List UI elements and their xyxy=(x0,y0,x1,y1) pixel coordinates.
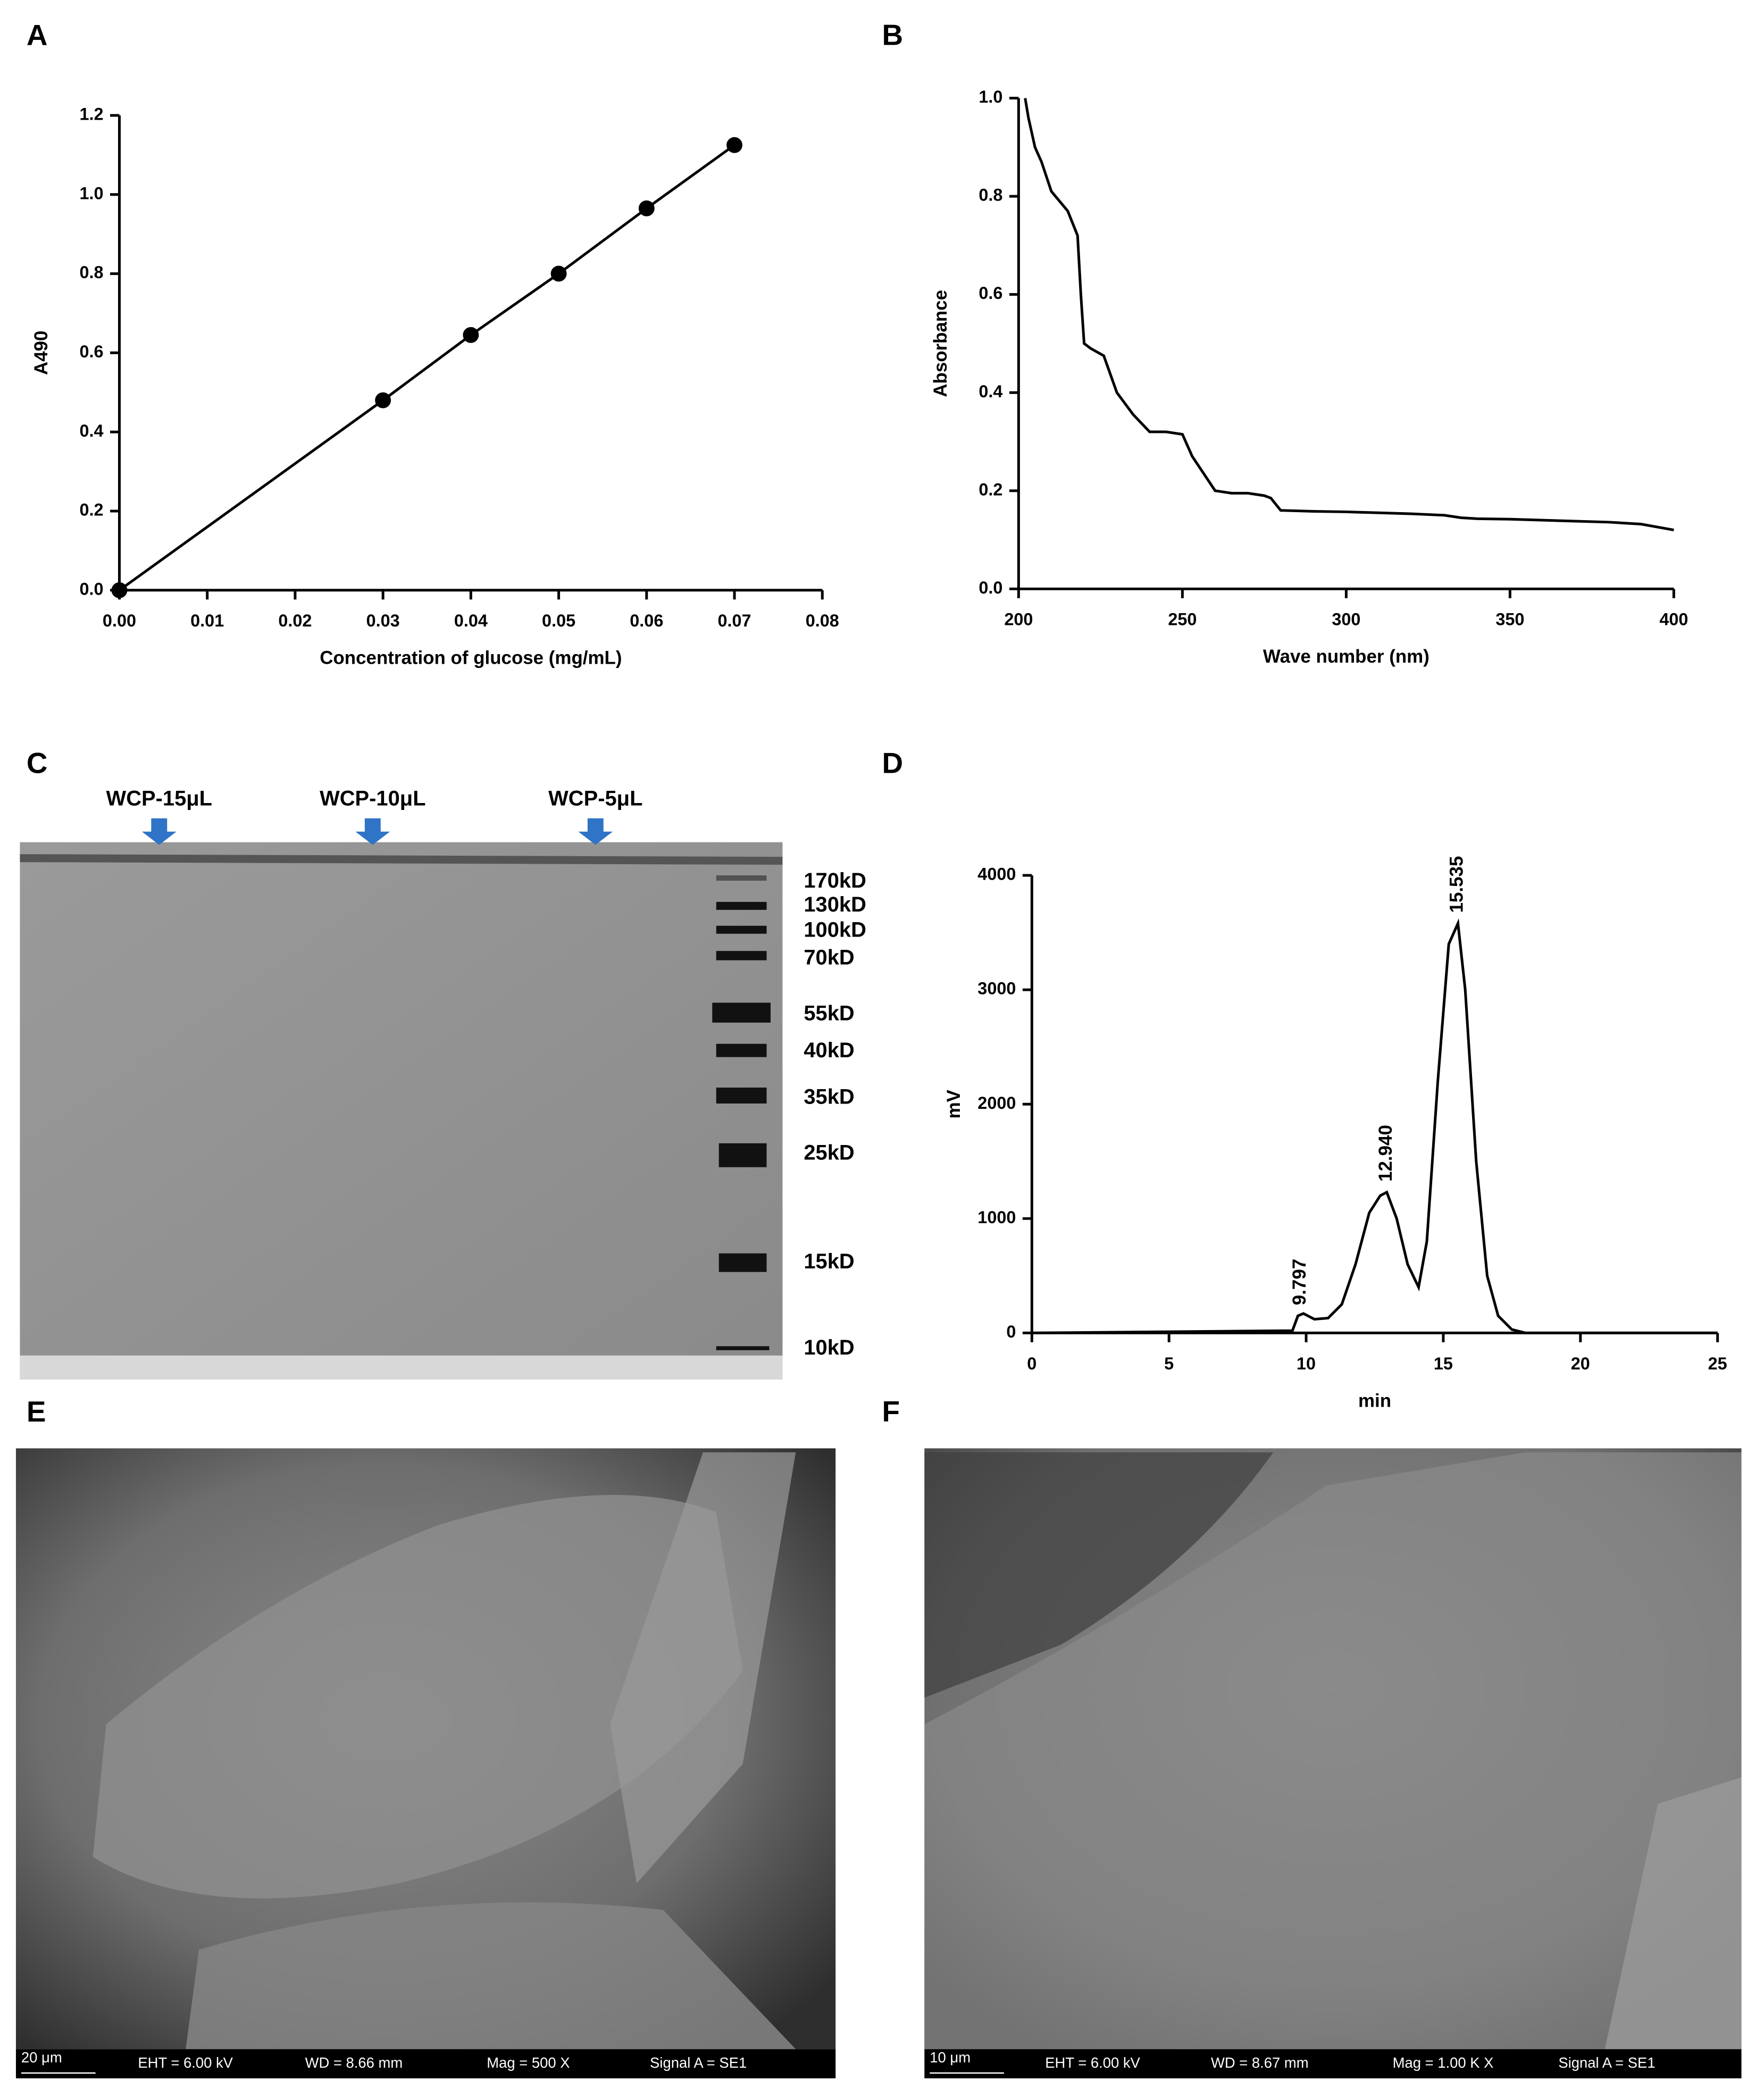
y-tick-label: 3000 xyxy=(977,979,1016,998)
panel-label: B xyxy=(882,18,904,51)
x-tick-label: 0.07 xyxy=(718,611,751,630)
sem-info: WD = 8.67 mm xyxy=(1211,2054,1309,2071)
y-axis-label: A490 xyxy=(31,331,52,375)
sem-info: Signal A = SE1 xyxy=(650,2054,747,2071)
data-point xyxy=(638,200,655,216)
data-point xyxy=(375,392,391,408)
marker-label: 35kD xyxy=(804,1085,854,1109)
scale-bar-label: 10 μm xyxy=(930,2049,971,2066)
panel-label: E xyxy=(27,1395,46,1428)
panel-label: A xyxy=(27,18,48,51)
marker-label: 70kD xyxy=(804,946,854,970)
x-axis-label: min xyxy=(1358,1390,1391,1411)
y-tick-label: 0.8 xyxy=(979,186,1002,205)
data-point xyxy=(111,582,128,598)
x-tick-label: 10 xyxy=(1297,1354,1316,1373)
y-tick-label: 0.0 xyxy=(979,578,1002,597)
y-tick-label: 0.6 xyxy=(79,342,103,361)
panel-label: C xyxy=(27,746,48,779)
marker-label: 25kD xyxy=(804,1141,854,1164)
data-line xyxy=(1024,98,1674,532)
x-tick-label: 0.03 xyxy=(366,611,400,630)
sem-info: EHT = 6.00 kV xyxy=(1045,2054,1140,2071)
gel: WCP-15μL WCP-10μL WCP-5μL 170kD 130kD 10… xyxy=(20,787,866,1380)
y-tick-label: 1.0 xyxy=(979,87,1002,106)
y-tick-label: 0 xyxy=(1006,1322,1016,1341)
y-tick-label: 0.2 xyxy=(79,500,103,520)
x-tick-label: 0.00 xyxy=(103,611,136,630)
data-line xyxy=(119,144,735,591)
x-tick-label: 25 xyxy=(1708,1354,1727,1373)
lane-label: WCP-15μL xyxy=(106,787,213,810)
x-tick-label: 0.04 xyxy=(454,611,488,630)
x-tick-label: 400 xyxy=(1659,610,1688,629)
x-tick-label: 20 xyxy=(1571,1354,1590,1373)
sem-image: 20 μm EHT = 6.00 kV WD = 8.66 mm Mag = 5… xyxy=(15,1448,836,2079)
x-tick-label: 15 xyxy=(1434,1354,1453,1373)
peak-label: 12.940 xyxy=(1375,1125,1396,1182)
lane-label: WCP-10μL xyxy=(320,787,426,810)
y-tick-label: 1.0 xyxy=(79,183,103,203)
y-axis-label: Absorbance xyxy=(930,290,951,397)
sem-info: Mag = 1.00 K X xyxy=(1393,2054,1494,2071)
sem-info: WD = 8.66 mm xyxy=(305,2054,403,2071)
ladder xyxy=(712,875,771,1350)
x-tick-label: 0.01 xyxy=(190,611,224,630)
x-tick-label: 0.02 xyxy=(278,611,312,630)
y-axis-label: mV xyxy=(943,1089,964,1118)
y-tick-label: 2000 xyxy=(977,1093,1016,1113)
panel-label: F xyxy=(882,1395,900,1428)
x-tick-label: 350 xyxy=(1495,610,1524,629)
sem-info: Mag = 500 X xyxy=(487,2054,570,2071)
y-tick-label: 4000 xyxy=(977,865,1016,884)
marker-label: 40kD xyxy=(804,1039,854,1062)
x-tick-label: 0 xyxy=(1027,1354,1036,1373)
marker-label: 170kD xyxy=(804,869,866,892)
x-tick-label: 200 xyxy=(1004,610,1033,629)
sem-info: Signal A = SE1 xyxy=(1558,2054,1655,2071)
y-tick-label: 0.8 xyxy=(79,263,103,282)
lane-label: WCP-5μL xyxy=(548,787,642,810)
sem-image: 10 μm EHT = 6.00 kV WD = 8.67 mm Mag = 1… xyxy=(924,1448,1742,2079)
y-tick-label: 0.0 xyxy=(79,579,103,598)
y-tick-label: 1000 xyxy=(977,1208,1016,1227)
scale-bar-label: 20 μm xyxy=(21,2049,62,2066)
x-tick-label: 300 xyxy=(1332,610,1360,629)
y-tick-label: 0.4 xyxy=(979,382,1002,401)
x-tick-label: 0.06 xyxy=(630,611,663,630)
gel-well xyxy=(20,854,783,865)
marker-label: 15kD xyxy=(804,1250,854,1273)
data-point xyxy=(726,137,743,153)
marker-label: 100kD xyxy=(804,918,866,941)
gel-edge xyxy=(20,1355,783,1380)
x-tick-label: 0.05 xyxy=(542,611,575,630)
x-axis-label: Concentration of glucose (mg/mL) xyxy=(320,648,622,668)
x-axis-label: Wave number (nm) xyxy=(1263,646,1429,667)
gel-image xyxy=(20,842,783,1380)
y-tick-label: 0.4 xyxy=(79,421,103,440)
sem-info: EHT = 6.00 kV xyxy=(138,2054,233,2071)
lane-arrows xyxy=(141,818,613,845)
marker-label: 130kD xyxy=(804,893,866,916)
peak-label: 15.535 xyxy=(1447,856,1467,913)
marker-label: 10kD xyxy=(804,1336,854,1359)
x-tick-label: 0.08 xyxy=(806,611,839,630)
data-point xyxy=(550,265,567,282)
y-tick-label: 0.6 xyxy=(979,283,1002,303)
data-point xyxy=(463,327,479,343)
y-tick-label: 0.2 xyxy=(979,480,1002,499)
data-line xyxy=(1032,918,1718,1334)
y-tick-label: 1.2 xyxy=(79,105,103,124)
panel-label: D xyxy=(882,746,904,779)
x-tick-label: 250 xyxy=(1168,610,1197,629)
x-tick-label: 5 xyxy=(1164,1354,1174,1373)
peak-label: 9.797 xyxy=(1289,1259,1310,1305)
marker-label: 55kD xyxy=(804,1001,854,1025)
